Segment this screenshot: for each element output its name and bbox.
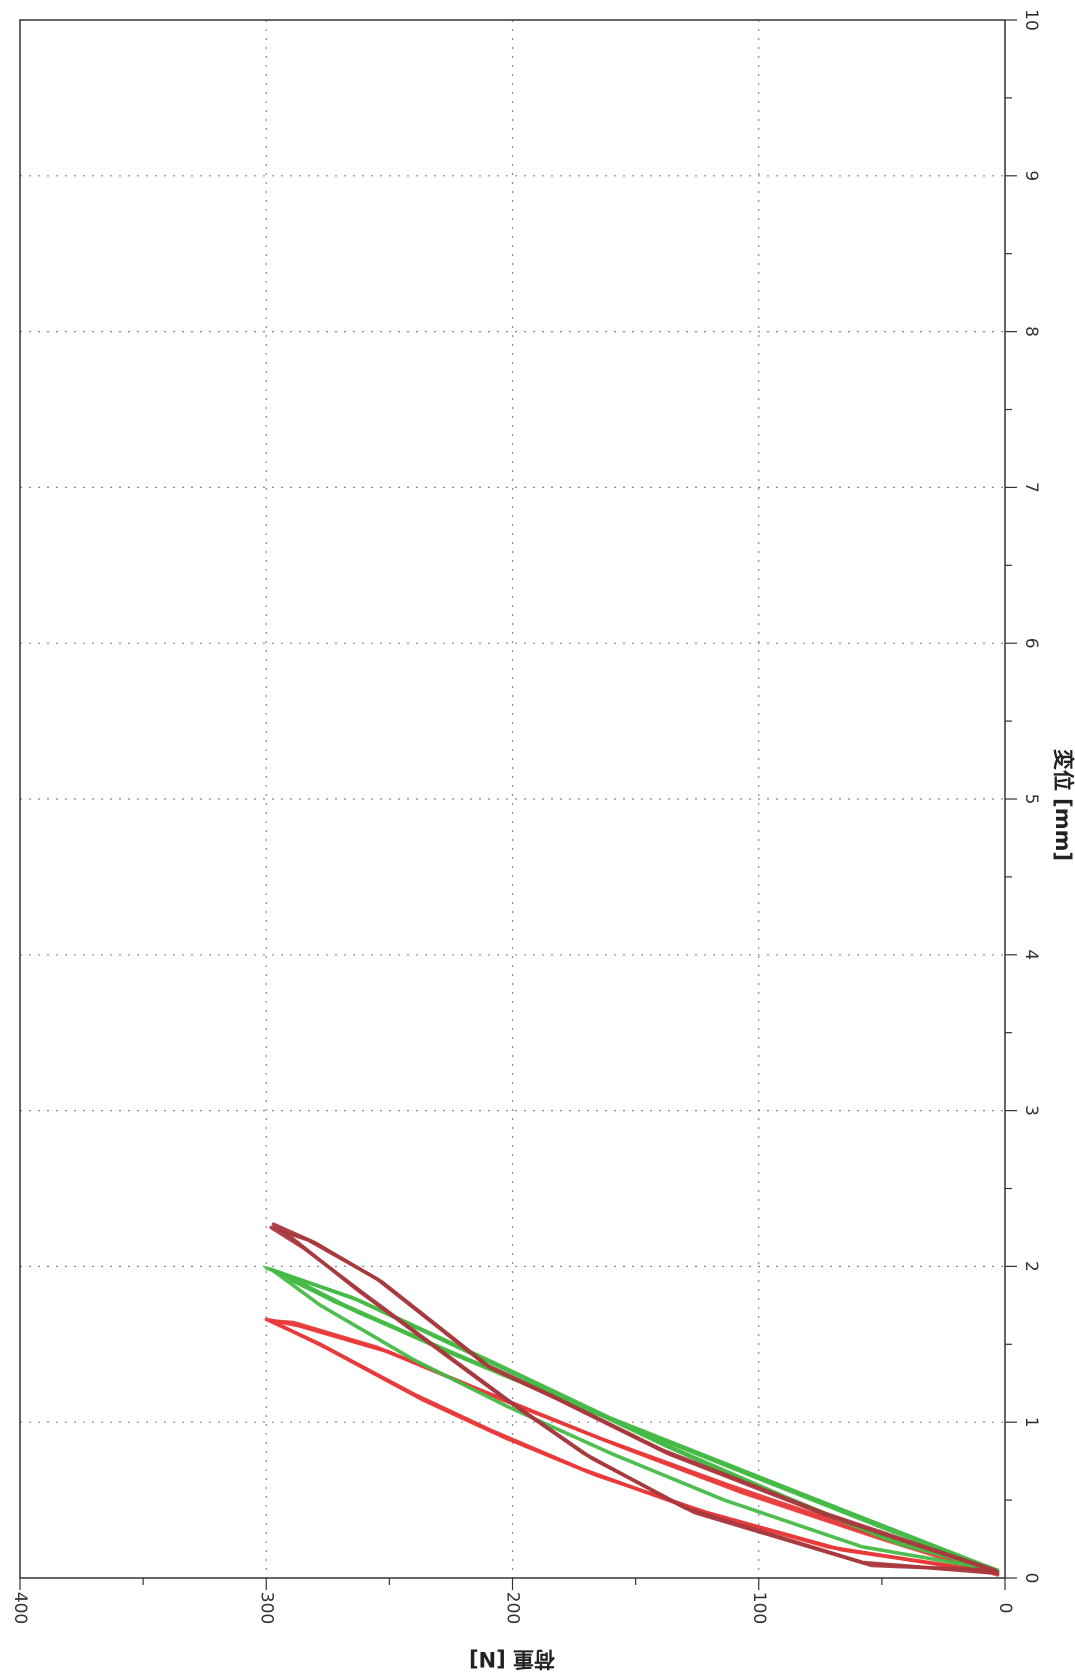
y-tick-label: 0 [995,1603,1015,1614]
series-line [269,1267,995,1571]
x-tick-label: 5 [1021,794,1041,805]
data-series [264,1222,1000,1577]
series-line [271,1269,1000,1572]
axis-ticks [19,19,1017,1590]
plot-frame [19,19,1006,1579]
grid-lines [20,20,1005,1578]
x-tick-label: 9 [1021,170,1041,181]
y-tick-label: 200 [503,1592,523,1624]
x-tick-label: 0 [1021,1573,1041,1584]
x-tick-label: 10 [1021,9,1041,31]
x-tick-label: 1 [1021,1417,1041,1428]
series-line [264,1266,997,1572]
x-tick-label: 7 [1021,482,1041,493]
y-tick-label: 300 [256,1592,276,1624]
x-tick-label: 4 [1021,949,1041,960]
y-tick-label: 100 [749,1592,769,1624]
series-line [269,1225,997,1572]
x-tick-label: 6 [1021,638,1041,649]
series-line [271,1222,1000,1576]
y-tick-label: 400 [10,1592,30,1624]
x-axis-label: 変位 [mm] [1051,749,1075,861]
y-axis-label: 荷重 [N] [469,1647,555,1671]
x-tick-label: 8 [1021,326,1041,337]
x-tick-label: 2 [1021,1261,1041,1272]
x-tick-label: 3 [1021,1105,1041,1116]
